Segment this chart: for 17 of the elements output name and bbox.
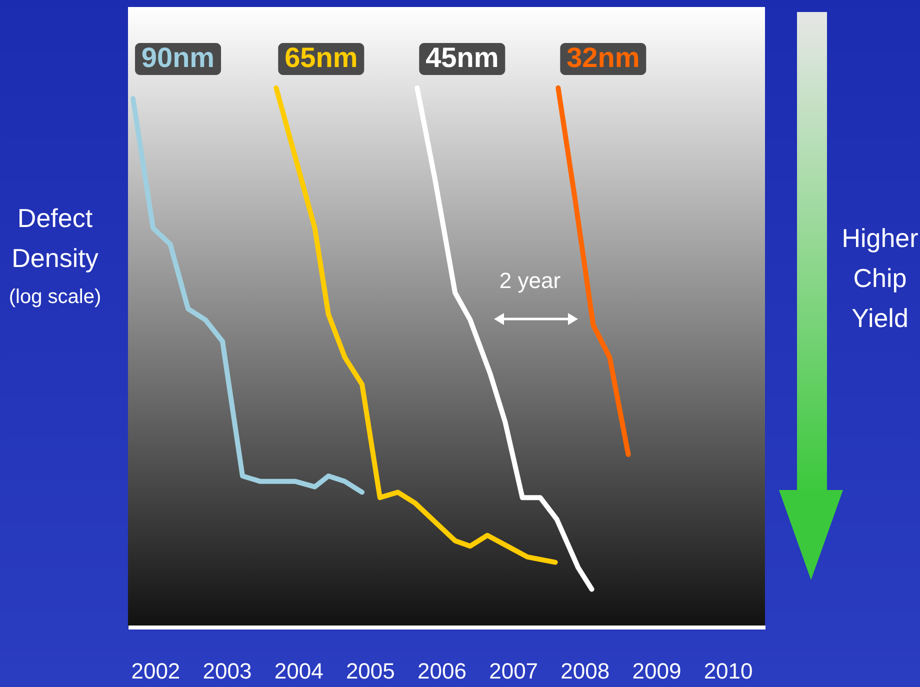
series-label: 32nm [566, 42, 640, 73]
x-tick-label: 2005 [346, 658, 395, 684]
x-tick-label: 2006 [418, 658, 466, 684]
series-label: 90nm [141, 42, 215, 73]
x-tick-label: 2002 [131, 658, 180, 684]
x-tick-label: 2010 [704, 658, 753, 684]
x-tick-label: 2009 [632, 658, 682, 684]
annotation: 2 year [498, 268, 562, 294]
series-label: 45nm [426, 42, 499, 73]
x-tick-label: 2003 [202, 658, 252, 684]
y-axis-title: Defect Density [10, 202, 100, 275]
text: Higher Chip Yield [840, 222, 920, 335]
x-tick-label: 2008 [560, 658, 610, 684]
text: (log scale) [8, 286, 102, 309]
series-label: 65nm [284, 42, 358, 73]
x-tick-label: 2004 [274, 658, 324, 684]
x-tick-label: 2007 [489, 658, 538, 684]
